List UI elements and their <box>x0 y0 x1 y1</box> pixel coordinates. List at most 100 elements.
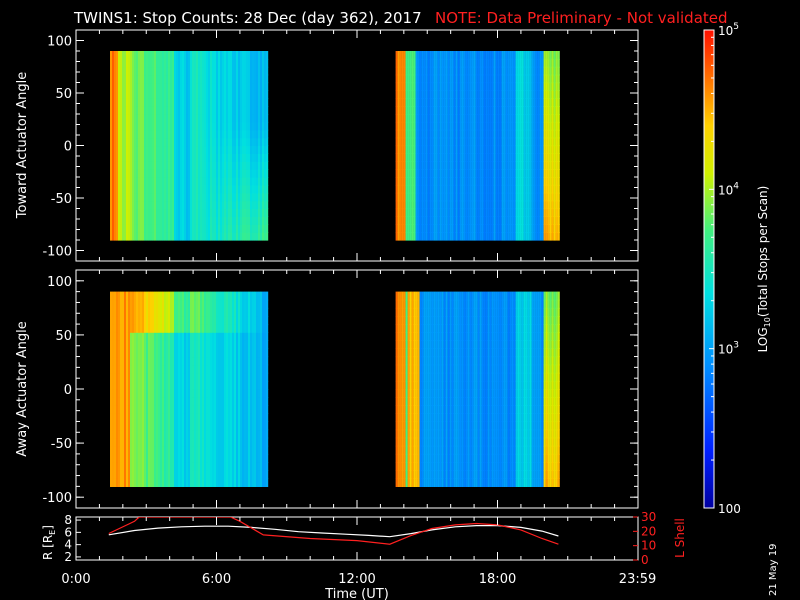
heatmap-cell <box>150 153 153 162</box>
heatmap-cell <box>170 445 173 455</box>
heatmap-cell <box>156 51 159 60</box>
heatmap-cell <box>264 184 267 194</box>
heatmap-cell <box>413 90 416 99</box>
heatmap-cell <box>110 478 113 487</box>
heatmap-cell <box>138 177 141 186</box>
heatmap-cell <box>505 51 508 60</box>
heatmap-cell <box>228 121 231 131</box>
heatmap-cell <box>112 429 115 439</box>
heatmap-cell <box>423 74 426 84</box>
heatmap-cell <box>122 232 125 241</box>
heatmap-cell <box>262 169 265 178</box>
heatmap-cell <box>132 299 135 309</box>
heatmap-cell <box>449 106 452 115</box>
heatmap-cell <box>166 98 169 107</box>
heatmap-cell <box>202 232 205 241</box>
heatmap-cell <box>188 145 191 154</box>
heatmap-cell <box>491 200 494 210</box>
heatmap-cell <box>132 224 135 233</box>
heatmap-cell <box>128 106 131 115</box>
heatmap-cell <box>244 208 247 217</box>
heatmap-cell <box>238 90 241 99</box>
heatmap-cell <box>180 291 183 301</box>
heatmap-cell <box>457 161 460 170</box>
heatmap-cell <box>158 348 161 358</box>
heatmap-cell <box>260 106 263 115</box>
heatmap-cell <box>481 145 484 154</box>
heatmap-cell <box>479 208 482 217</box>
heatmap-cell <box>409 51 412 60</box>
heatmap-cell <box>188 161 191 170</box>
heatmap-cell <box>126 413 129 422</box>
heatmap-cell <box>531 153 534 162</box>
heatmap-cell <box>497 192 500 202</box>
heatmap-cell <box>176 405 179 414</box>
heatmap-cell <box>124 291 127 301</box>
heatmap-cell <box>122 324 125 333</box>
heatmap-cell <box>533 224 536 233</box>
heatmap-cell <box>551 90 554 99</box>
heatmap-cell <box>447 114 450 123</box>
heatmap-cell <box>459 114 462 123</box>
heatmap-cell <box>124 177 127 186</box>
heatmap-cell <box>519 137 522 147</box>
heatmap-cell <box>535 98 538 107</box>
heatmap-cell <box>250 169 253 178</box>
heatmap-cell <box>156 137 159 147</box>
heatmap-cell <box>186 372 189 382</box>
heatmap-cell <box>401 224 404 233</box>
heatmap-cell <box>463 216 466 225</box>
heatmap-cell <box>236 200 239 210</box>
heatmap-cell <box>126 74 129 84</box>
heatmap-cell <box>264 224 267 233</box>
heatmap-cell <box>218 66 221 76</box>
away-heatmap-panel <box>110 291 560 487</box>
heatmap-cell <box>180 462 183 471</box>
heatmap-cell <box>507 114 510 123</box>
heatmap-cell <box>555 161 558 170</box>
heatmap-cell <box>160 291 163 301</box>
heatmap-cell <box>178 192 181 202</box>
heatmap-cell <box>204 161 207 170</box>
heatmap-cell <box>206 192 209 202</box>
heatmap-cell <box>162 184 165 194</box>
heatmap-cell <box>397 184 400 194</box>
heatmap-cell <box>208 98 211 107</box>
heatmap-cell <box>401 137 404 147</box>
heatmap-cell <box>124 356 127 366</box>
heatmap-cell <box>242 121 245 131</box>
heatmap-cell <box>501 224 504 233</box>
heatmap-cell <box>188 307 191 317</box>
heatmap-cell <box>140 177 143 186</box>
heatmap-cell <box>535 208 538 217</box>
heatmap-cell <box>116 299 119 309</box>
heatmap-cell <box>423 200 426 210</box>
heatmap-cell <box>541 121 544 131</box>
heatmap-cell <box>204 177 207 186</box>
heatmap-cell <box>146 58 149 68</box>
heatmap-cell <box>206 224 209 233</box>
heatmap-cell <box>519 51 522 60</box>
heatmap-cell <box>146 307 149 317</box>
heatmap-cell <box>491 208 494 217</box>
heatmap-cell <box>545 51 548 60</box>
heatmap-cell <box>228 129 231 139</box>
heatmap-cell <box>182 389 185 398</box>
heatmap-cell <box>182 453 185 463</box>
heatmap-cell <box>505 177 508 186</box>
heatmap-cell <box>190 429 193 439</box>
heatmap-cell <box>172 380 175 390</box>
heatmap-cell <box>110 453 113 463</box>
heatmap-cell <box>174 405 177 414</box>
heatmap-cell <box>220 98 223 107</box>
heatmap-cell <box>110 291 113 301</box>
ytick-label: -100 <box>42 245 72 260</box>
heatmap-cell <box>216 66 219 76</box>
heatmap-cell <box>164 389 167 398</box>
heatmap-cell <box>122 90 125 99</box>
heatmap-cell <box>164 324 167 333</box>
heatmap-cell <box>467 90 470 99</box>
heatmap-cell <box>531 184 534 194</box>
heatmap-cell <box>122 200 125 210</box>
heatmap-cell <box>557 208 560 217</box>
